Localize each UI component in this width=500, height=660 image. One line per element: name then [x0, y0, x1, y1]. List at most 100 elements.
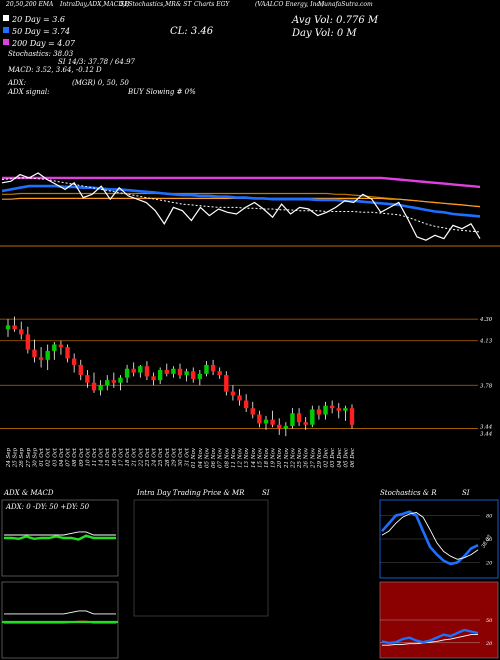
date-tick-label: 27 Sep — [26, 448, 32, 469]
candle-body — [38, 357, 44, 360]
stoch-tick-label: 50 — [486, 537, 493, 543]
date-tick-label: 01 Nov — [191, 447, 197, 468]
macd-lines — [2, 610, 118, 624]
candle-body — [210, 364, 216, 372]
adx-info-label: ADX: — [7, 79, 26, 87]
date-tick-label: 03 Oct — [52, 447, 58, 466]
candle-body — [257, 414, 262, 424]
date-tick-label: 10 Oct — [85, 447, 91, 466]
date-tick-label: 29 Oct — [171, 447, 177, 467]
ema-line-dotted — [1, 177, 481, 233]
header-item-0: 20,50,200 EMA — [5, 1, 54, 8]
date-tick-label: 28 Oct — [165, 447, 171, 467]
price-tick-label: 4.30 — [479, 317, 493, 323]
adx-info-values: (MGR) 0, 50, 50 — [72, 79, 129, 87]
stoch-panel-suffix: SI — [462, 489, 470, 497]
candle-body — [131, 368, 136, 373]
candle-body — [184, 371, 189, 376]
candle-body — [323, 405, 328, 415]
date-tick-label: 15 Oct — [105, 447, 111, 466]
date-tick-label: 19 Nov — [271, 447, 277, 468]
candle-body — [270, 419, 275, 425]
candle-body — [157, 370, 163, 381]
date-tick-label: 22 Nov — [290, 447, 296, 469]
date-tick-label: 01 Oct — [39, 447, 45, 466]
price-tick-label: 3.78 — [480, 383, 493, 389]
date-tick-label: 11 Nov — [231, 447, 237, 468]
date-tick-label: 06 Nov — [211, 447, 217, 468]
date-tick-label: 21 Oct — [132, 447, 138, 467]
candle-body — [65, 347, 70, 359]
candle-body — [98, 385, 103, 391]
candle-body — [191, 371, 196, 379]
candle-body — [243, 400, 249, 409]
ema-panel — [1, 172, 481, 241]
macd-info: MACD: 3.52, 3.64, -0.12 D — [7, 66, 102, 74]
ema-line-magenta — [2, 176, 481, 189]
candle-body — [277, 424, 282, 429]
date-tick-label: 17 Oct — [118, 447, 124, 466]
stoch-d-line — [381, 512, 479, 560]
candle-body — [19, 329, 24, 335]
candle-body — [151, 376, 156, 381]
date-tick-label: 22 Oct — [138, 447, 144, 467]
candle-body — [78, 364, 83, 376]
date-tick-label: 25 Sep — [13, 448, 19, 469]
ema50-label: 50 Day = 3.74 — [12, 27, 70, 36]
candle-body — [118, 377, 123, 383]
si-tick-label: 20 — [485, 641, 493, 647]
intraday-panel-title: Intra Day Trading Price & MR — [136, 489, 245, 497]
candle-body — [336, 408, 341, 411]
header-item-3: & ST — [176, 1, 192, 8]
candle-body — [105, 380, 110, 386]
candle-body — [263, 419, 269, 424]
candle-body — [124, 368, 130, 378]
candle-body — [237, 395, 242, 401]
candle-body — [224, 375, 229, 392]
candle-body — [144, 366, 150, 377]
stoch-info-0: Stochastics: 38.03 — [8, 50, 74, 58]
price-tick-label: 4.13 — [479, 339, 493, 345]
macd-white-line — [4, 610, 116, 615]
date-axis: 24 Sep 25 Sep 26 Sep 27 Sep 30 Sep 01 Oct 02 O… — [6, 447, 356, 469]
date-tick-label: 08 Nov — [224, 447, 230, 468]
candle-body — [45, 350, 50, 360]
date-tick-label: 26 Sep — [19, 448, 25, 469]
date-tick-label: 31 Oct — [185, 447, 191, 466]
ema50-swatch — [3, 27, 9, 33]
avg-volume: Avg Vol: 0.776 M — [291, 15, 379, 26]
adx-white-line — [4, 531, 116, 536]
ema200-swatch — [3, 39, 9, 45]
si-blue-line — [381, 628, 479, 645]
candle-body — [310, 409, 315, 425]
adx-lines — [4, 531, 116, 541]
date-tick-label: 04 Nov — [198, 447, 204, 468]
stoch-panel-title: Stochastics & R — [380, 489, 437, 497]
date-tick-label: 04 Oct — [59, 447, 65, 466]
date-tick-label: 20 Nov — [277, 447, 283, 469]
adx-signal-value: BUY Slowing # 0% — [127, 88, 196, 96]
intraday-panel-suffix: SI — [262, 489, 270, 497]
date-tick-label: 25 Nov — [297, 447, 303, 469]
candle-body — [204, 364, 209, 374]
si-lines: 50 20 — [380, 618, 493, 647]
candle-body — [71, 358, 77, 365]
header-item-5: (VAALCO Energy, Inc.) — [255, 1, 325, 8]
date-tick-label: 03 Dec — [330, 448, 336, 468]
si-tick-label: 50 — [486, 618, 493, 624]
day-volume: Day Vol: 0 M — [291, 28, 357, 39]
date-tick-label: 18 Oct — [125, 447, 131, 466]
candle-body — [316, 409, 322, 415]
date-tick-label: 23 Oct — [145, 447, 151, 467]
candle-body — [171, 368, 176, 374]
date-tick-label: 06 Dec — [350, 448, 356, 468]
candle-body — [250, 408, 255, 415]
adx-panel: ADX: 0 -DY: 50 +DY: 50 — [1, 499, 119, 659]
adx-panel-title: ADX & MACD — [3, 489, 54, 497]
date-tick-label: 14 Nov — [251, 447, 257, 468]
date-tick-label: 27 Nov — [310, 447, 316, 469]
date-tick-label: 05 Dec — [343, 448, 349, 468]
date-tick-label: 29 Nov — [317, 447, 323, 469]
candle-body — [25, 334, 31, 350]
si-white-line — [382, 634, 478, 646]
